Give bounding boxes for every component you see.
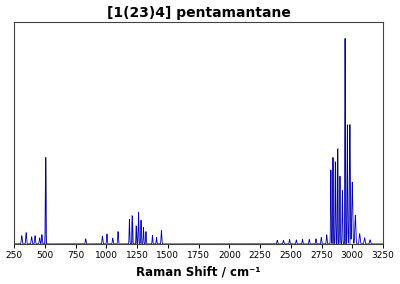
Title: [1(23)4] pentamantane: [1(23)4] pentamantane: [107, 6, 290, 20]
X-axis label: Raman Shift / cm⁻¹: Raman Shift / cm⁻¹: [136, 266, 261, 278]
